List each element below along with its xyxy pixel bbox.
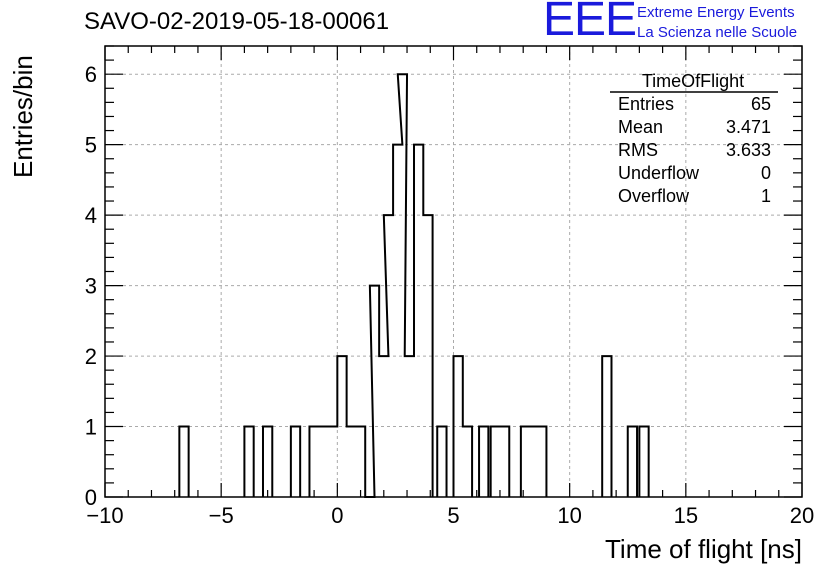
x-tick-label: 0 [331, 503, 343, 528]
x-axis-label: Time of flight [ns] [605, 534, 802, 564]
stats-value: 3.633 [726, 140, 771, 160]
eee-logo: EEE [543, 0, 637, 46]
histogram-bin [491, 427, 500, 497]
logo-subtitle-line2: La Scienza nelle Scuole [637, 24, 798, 41]
histogram-bin [479, 427, 488, 497]
histogram-bin [423, 215, 432, 497]
histogram-bin [328, 427, 337, 497]
stats-label: Entries [618, 94, 674, 114]
x-tick-label: −10 [86, 503, 123, 528]
plot-frame [104, 45, 803, 498]
histogram-bin [319, 427, 328, 497]
x-tick-label: 20 [790, 503, 814, 528]
y-tick-label: 4 [85, 203, 97, 228]
x-tick-label: 5 [447, 503, 459, 528]
histogram-bin [414, 145, 423, 497]
histogram-bin [463, 427, 472, 497]
stats-value: 0 [761, 163, 771, 183]
y-tick-labels: 0 1 2 3 4 5 6 [85, 62, 97, 510]
stats-label: Overflow [618, 186, 690, 206]
stats-value: 1 [761, 186, 771, 206]
y-tick-label: 3 [85, 274, 97, 299]
histogram-bin [337, 356, 346, 497]
y-tick-label: 6 [85, 62, 97, 87]
x-tick-label: −5 [209, 503, 234, 528]
logo-subtitle-line1: Extreme Energy Events [637, 4, 795, 21]
histogram-bin [347, 427, 356, 497]
histogram-bin [405, 356, 414, 497]
stats-label: Mean [618, 117, 663, 137]
x-tick-label: 15 [674, 503, 698, 528]
histogram-bin [521, 427, 530, 497]
stats-box: TimeOfFlight Entries 65 Mean 3.471 RMS 3.633 U… [610, 71, 778, 206]
histogram-bins [178, 73, 650, 498]
histogram-bin [263, 427, 272, 497]
stats-value: 65 [751, 94, 771, 114]
x-tick-labels: −10 −5 0 5 10 15 20 [86, 503, 814, 528]
stats-value: 3.471 [726, 117, 771, 137]
histogram-bin [384, 215, 393, 497]
stats-label: Underflow [618, 163, 700, 183]
histogram-bin [602, 356, 611, 497]
histogram-bin [639, 427, 648, 497]
histogram-bin [537, 427, 546, 497]
histogram-bin [291, 427, 300, 497]
histogram-outline [178, 73, 650, 498]
stats-title: TimeOfFlight [642, 71, 744, 91]
histogram-bin [370, 286, 379, 497]
y-tick-label: 1 [85, 415, 97, 440]
y-tick-label: 5 [85, 133, 97, 158]
stats-label: RMS [618, 140, 658, 160]
histogram-bin [454, 356, 463, 497]
histogram-bin [179, 427, 188, 497]
y-axis-label: Entries/bin [8, 55, 38, 178]
x-tick-label: 10 [557, 503, 581, 528]
histogram-bin [437, 427, 446, 497]
histogram-bin [244, 427, 253, 497]
y-tick-label: 0 [85, 485, 97, 510]
histogram-bin [356, 427, 365, 497]
histogram-bin [309, 427, 318, 497]
histogram-title: SAVO-02-2019-05-18-00061 [84, 8, 390, 35]
histogram-bin [500, 427, 509, 497]
y-tick-label: 2 [85, 344, 97, 369]
axis-ticks [104, 45, 803, 498]
histogram-bin [628, 427, 637, 497]
